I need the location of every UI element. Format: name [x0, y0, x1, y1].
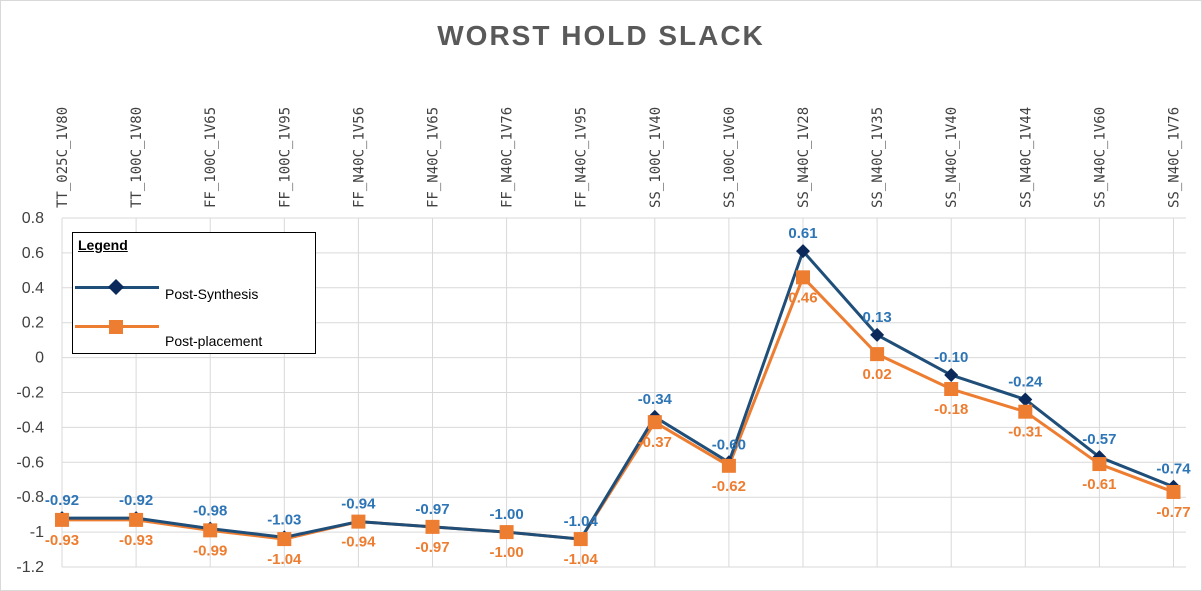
- x-tick-label: FF_N40C_1V95: [574, 107, 590, 208]
- post-placement-point: [647, 415, 662, 430]
- post-placement-data-label: -0.18: [934, 401, 968, 418]
- post-placement-data-label: -0.93: [119, 532, 153, 549]
- post-placement-point: [1092, 457, 1107, 472]
- post-placement-data-label: -1.04: [267, 551, 302, 568]
- post-synthesis-data-label: -0.10: [934, 349, 968, 366]
- post-synthesis-data-label: -1.03: [267, 511, 301, 528]
- post-synthesis-data-label: 0.13: [862, 309, 891, 326]
- post-placement-point: [573, 532, 588, 547]
- post-synthesis-data-label: -0.97: [415, 501, 449, 518]
- y-tick-label: 0.8: [22, 210, 44, 227]
- post-placement-data-label: -0.99: [193, 542, 227, 559]
- post-synthesis-data-label: -0.60: [712, 436, 746, 453]
- post-placement-point: [55, 512, 69, 527]
- diamond-marker-icon: [108, 279, 124, 295]
- y-tick-label: 0.2: [22, 315, 44, 332]
- post-placement-data-label: -0.62: [712, 478, 746, 495]
- post-placement-point: [277, 532, 292, 547]
- post-placement-point: [1018, 404, 1033, 419]
- post-placement-point: [203, 523, 218, 538]
- category-axis-labels: TT_025C_1V80 TT_100C_1V80 FF_100C_1V65 FF_1…: [55, 107, 1183, 208]
- post-placement-point: [499, 525, 514, 540]
- post-synthesis-point: [944, 368, 959, 383]
- post-placement-data-label: -0.93: [45, 532, 79, 549]
- post-placement-point: [796, 270, 810, 285]
- x-tick-label: SS_100C_1V60: [722, 107, 738, 208]
- post-synthesis-point: [1018, 392, 1033, 407]
- x-tick-label: SS_N40C_1V28: [796, 107, 812, 208]
- value-axis-labels: 0.8 0.6 0.4 0.2 0 -0.2 -0.4 -0.6 -0.8 -1 -1.2: [16, 210, 44, 576]
- x-tick-label: SS_N40C_1V76: [1167, 107, 1183, 208]
- legend-label-post-synthesis: Post-Synthesis: [165, 286, 259, 302]
- y-tick-label: 0.4: [22, 280, 44, 297]
- post-synthesis-data-label: -0.74: [1156, 461, 1191, 478]
- post-placement-data-label: 0.02: [862, 366, 891, 383]
- post-synthesis-data-label: 0.61: [788, 225, 817, 242]
- chart-title: WORST HOLD SLACK: [437, 20, 765, 51]
- y-tick-label: -0.8: [16, 489, 44, 506]
- data-labels: -0.92 -0.92 -0.98 -1.03 -0.94 -0.97 -1.00 -1.04…: [45, 225, 1191, 568]
- x-tick-label: FF_N40C_1V56: [351, 107, 367, 208]
- post-synthesis-data-label: -0.94: [341, 496, 376, 513]
- post-placement-point: [1166, 484, 1181, 499]
- post-synthesis-point: [870, 327, 885, 342]
- post-placement-point: [870, 347, 885, 362]
- square-marker-icon: [109, 320, 123, 334]
- post-placement-data-label: -0.61: [1082, 476, 1116, 493]
- post-placement-point: [129, 512, 144, 527]
- post-placement-point: [425, 519, 440, 534]
- post-synthesis-data-label: -1.00: [489, 506, 523, 523]
- y-tick-label: -1.2: [16, 559, 44, 576]
- post-placement-data-label: -0.31: [1008, 424, 1042, 441]
- y-tick-label: -0.4: [16, 419, 44, 436]
- series-layer: [55, 244, 1181, 547]
- post-synthesis-data-label: -0.57: [1082, 431, 1116, 448]
- x-tick-label: SS_N40C_1V60: [1092, 107, 1108, 208]
- post-placement-data-label: -0.77: [1156, 504, 1190, 521]
- post-placement-data-label: -0.37: [638, 434, 672, 451]
- post-synthesis-point: [796, 244, 810, 259]
- post-placement-point: [944, 382, 959, 397]
- x-tick-label: SS_N40C_1V35: [870, 107, 886, 208]
- x-tick-label: FF_100C_1V95: [277, 107, 293, 208]
- post-synthesis-data-label: -0.24: [1008, 373, 1043, 390]
- post-placement-data-label: -0.94: [341, 534, 376, 551]
- y-tick-label: -0.6: [16, 454, 44, 471]
- x-tick-label: FF_N40C_1V76: [500, 107, 516, 208]
- x-tick-label: SS_N40C_1V40: [944, 107, 960, 208]
- x-tick-label: SS_100C_1V40: [648, 107, 664, 208]
- post-placement-data-label: -1.04: [564, 551, 599, 568]
- post-placement-point: [351, 514, 366, 529]
- post-placement-data-label: -0.97: [415, 539, 449, 556]
- post-placement-data-label: -1.00: [489, 544, 523, 561]
- y-tick-label: -0.2: [16, 385, 44, 402]
- x-tick-label: SS_N40C_1V44: [1018, 107, 1034, 208]
- post-placement-data-label: 0.46: [788, 289, 817, 306]
- legend: Legend Post-Synthesis Post-placement: [72, 232, 316, 354]
- legend-label-post-placement: Post-placement: [165, 333, 263, 349]
- post-placement-point: [721, 458, 736, 473]
- y-tick-label: -1: [30, 524, 44, 541]
- post-synthesis-data-label: -0.92: [119, 492, 153, 509]
- post-synthesis-data-label: -1.04: [564, 513, 599, 530]
- x-tick-label: FF_100C_1V65: [203, 107, 219, 208]
- y-tick-label: 0: [35, 350, 44, 367]
- y-tick-label: 0.6: [22, 245, 44, 262]
- post-synthesis-line: [62, 249, 1175, 541]
- post-synthesis-data-label: -0.92: [45, 492, 79, 509]
- x-tick-label: FF_N40C_1V65: [426, 107, 442, 208]
- x-tick-label: TT_025C_1V80: [55, 107, 71, 208]
- legend-title: Legend: [78, 237, 128, 253]
- post-synthesis-data-label: -0.34: [638, 391, 673, 408]
- x-tick-label: TT_100C_1V80: [129, 107, 145, 208]
- post-synthesis-data-label: -0.98: [193, 503, 227, 520]
